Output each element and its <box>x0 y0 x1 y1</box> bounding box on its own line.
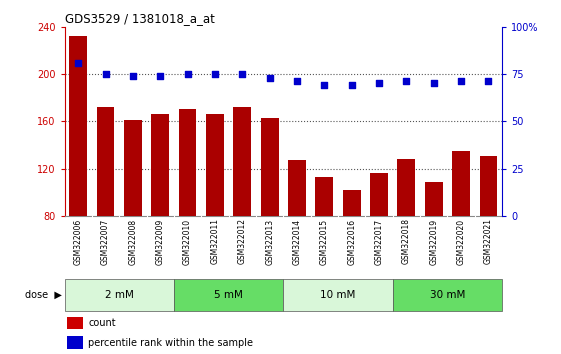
Bar <box>174 279 283 311</box>
Bar <box>283 279 393 311</box>
Text: 5 mM: 5 mM <box>214 290 243 300</box>
Bar <box>370 173 388 216</box>
Point <box>156 73 165 79</box>
Text: GSM322008: GSM322008 <box>128 218 137 264</box>
Bar <box>96 107 114 216</box>
Text: 30 mM: 30 mM <box>430 290 465 300</box>
Text: GDS3529 / 1381018_a_at: GDS3529 / 1381018_a_at <box>65 12 214 25</box>
Bar <box>65 279 174 311</box>
Text: GSM322013: GSM322013 <box>265 218 274 264</box>
Text: GSM322014: GSM322014 <box>292 218 301 264</box>
Bar <box>233 107 251 216</box>
Text: 2 mM: 2 mM <box>105 290 134 300</box>
Bar <box>398 159 415 216</box>
Bar <box>206 114 224 216</box>
Text: count: count <box>88 318 116 328</box>
Point <box>292 79 301 84</box>
Bar <box>151 114 169 216</box>
Text: GSM322018: GSM322018 <box>402 218 411 264</box>
Bar <box>393 279 502 311</box>
Text: GSM322007: GSM322007 <box>101 218 110 265</box>
Bar <box>67 316 83 329</box>
Bar <box>480 155 497 216</box>
Text: dose  ▶: dose ▶ <box>25 290 62 300</box>
Bar <box>315 177 333 216</box>
Bar <box>452 151 470 216</box>
Point <box>320 82 329 88</box>
Point <box>429 80 438 86</box>
Point <box>210 71 219 77</box>
Text: GSM322019: GSM322019 <box>429 218 438 264</box>
Text: GSM322011: GSM322011 <box>210 218 219 264</box>
Point <box>183 71 192 77</box>
Bar <box>261 118 278 216</box>
Bar <box>343 190 361 216</box>
Point <box>101 71 110 77</box>
Text: GSM322016: GSM322016 <box>347 218 356 264</box>
Text: GSM322017: GSM322017 <box>375 218 384 264</box>
Bar <box>179 109 196 216</box>
Text: GSM322021: GSM322021 <box>484 218 493 264</box>
Text: GSM322015: GSM322015 <box>320 218 329 264</box>
Bar <box>70 36 87 216</box>
Text: GSM322020: GSM322020 <box>457 218 466 264</box>
Text: GSM322009: GSM322009 <box>156 218 165 265</box>
Text: GSM322012: GSM322012 <box>238 218 247 264</box>
Point <box>375 80 384 86</box>
Point <box>73 60 82 65</box>
Point <box>484 79 493 84</box>
Text: percentile rank within the sample: percentile rank within the sample <box>88 337 253 348</box>
Bar <box>67 336 83 349</box>
Point <box>128 73 137 79</box>
Point <box>238 71 247 77</box>
Text: 10 mM: 10 mM <box>320 290 356 300</box>
Point <box>347 82 356 88</box>
Text: GSM322010: GSM322010 <box>183 218 192 264</box>
Bar <box>124 120 142 216</box>
Bar <box>425 182 443 216</box>
Bar <box>288 160 306 216</box>
Text: GSM322006: GSM322006 <box>73 218 82 265</box>
Point <box>457 79 466 84</box>
Point <box>402 79 411 84</box>
Point <box>265 75 274 80</box>
